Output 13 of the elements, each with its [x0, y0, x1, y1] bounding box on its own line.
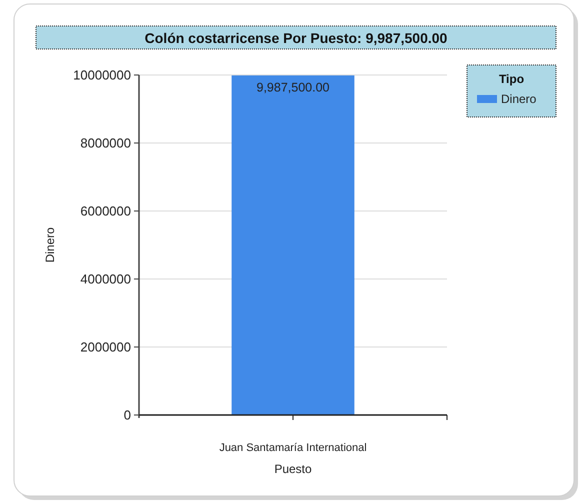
legend-title: Tipo — [498, 72, 524, 86]
chart-title: Colón costarricense Por Puesto: 9,987,500.00 — [144, 30, 448, 46]
y-tick-label: 4000000 — [80, 272, 131, 287]
y-tick-label: 10000000 — [73, 68, 131, 83]
y-tick-label: 6000000 — [80, 204, 131, 219]
y-tick-label: 2000000 — [80, 340, 131, 355]
y-axis-title: Dinero — [43, 227, 58, 263]
y-tick-label: 8000000 — [80, 136, 131, 151]
y-tick-label: 0 — [124, 408, 131, 423]
x-tick-label: Juan Santamaría International — [219, 442, 367, 454]
x-axis-title: Puesto — [274, 462, 312, 476]
data-label: 9,987,500.00 — [256, 80, 330, 94]
legend-label: Dinero — [501, 92, 537, 106]
